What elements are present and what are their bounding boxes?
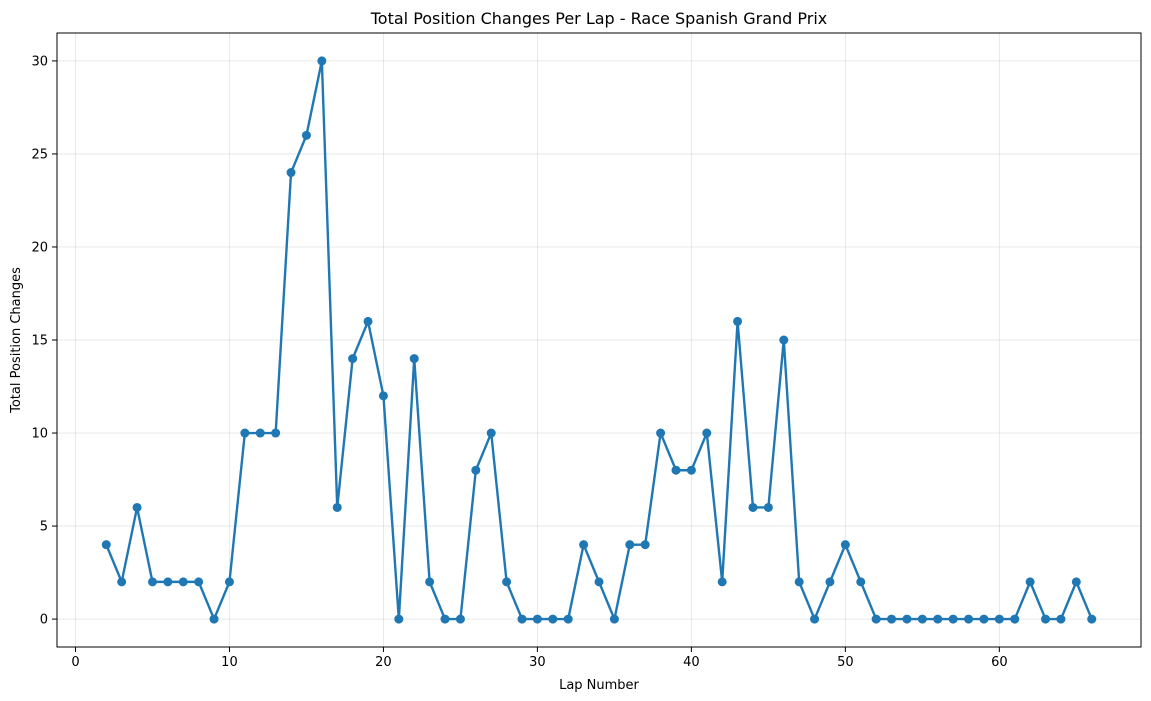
data-point	[933, 614, 943, 624]
data-point	[979, 614, 989, 624]
data-point	[317, 56, 327, 66]
data-point	[825, 577, 835, 587]
data-point	[702, 428, 712, 438]
x-tick-label: 0	[71, 655, 79, 670]
data-point	[917, 614, 927, 624]
x-tick-label: 50	[837, 655, 854, 670]
data-point	[871, 614, 881, 624]
data-point	[240, 428, 250, 438]
data-point	[301, 130, 311, 140]
data-point	[902, 614, 912, 624]
data-point	[625, 540, 635, 550]
data-point	[471, 465, 481, 475]
y-tick-label: 20	[31, 240, 48, 255]
data-point	[948, 614, 958, 624]
data-point	[255, 428, 265, 438]
data-point	[887, 614, 897, 624]
data-point	[409, 354, 419, 364]
x-tick-label: 20	[375, 655, 392, 670]
grid	[57, 33, 1141, 647]
data-point	[1056, 614, 1066, 624]
data-point	[856, 577, 866, 587]
data-point	[964, 614, 974, 624]
data-point	[378, 391, 388, 401]
data-point	[332, 502, 342, 512]
data-point	[640, 540, 650, 550]
x-axis-label: Lap Number	[559, 678, 639, 693]
data-point	[563, 614, 573, 624]
data-point	[194, 577, 204, 587]
y-tick-label: 30	[31, 54, 48, 69]
data-point	[1010, 614, 1020, 624]
data-point	[840, 540, 850, 550]
data-point	[656, 428, 666, 438]
data-point	[532, 614, 542, 624]
data-point	[486, 428, 496, 438]
data-point	[594, 577, 604, 587]
axis-ticks: 0 10 20 30 40 50 60 0 5 10 15 20 25 30	[31, 54, 1007, 670]
data-point	[425, 577, 435, 587]
y-tick-label: 10	[31, 427, 48, 442]
y-tick-label: 15	[31, 334, 48, 349]
y-tick-label: 0	[40, 613, 48, 628]
x-tick-label: 10	[221, 655, 238, 670]
data-point	[117, 577, 127, 587]
data-point	[271, 428, 281, 438]
data-point	[763, 502, 773, 512]
series-group	[101, 56, 1097, 624]
data-point	[548, 614, 558, 624]
data-point	[286, 168, 296, 178]
plot-frame	[56, 32, 1142, 648]
data-point	[810, 614, 820, 624]
data-point	[224, 577, 234, 587]
data-point	[994, 614, 1004, 624]
data-point	[686, 465, 696, 475]
x-tick-label: 40	[683, 655, 700, 670]
data-point	[579, 540, 589, 550]
x-tick-label: 60	[991, 655, 1008, 670]
data-point	[209, 614, 219, 624]
data-point	[748, 502, 758, 512]
data-point	[794, 577, 804, 587]
data-point	[517, 614, 527, 624]
y-axis-label: Total Position Changes	[9, 267, 24, 414]
data-point	[440, 614, 450, 624]
data-point	[101, 540, 111, 550]
data-point	[455, 614, 465, 624]
data-point	[779, 335, 789, 345]
data-point	[1071, 577, 1081, 587]
data-point	[363, 316, 373, 326]
data-point	[733, 316, 743, 326]
data-point	[1087, 614, 1097, 624]
x-tick-label: 30	[529, 655, 546, 670]
y-tick-label: 25	[31, 147, 48, 162]
data-point	[178, 577, 188, 587]
data-point	[717, 577, 727, 587]
data-point	[163, 577, 173, 587]
data-point	[1041, 614, 1051, 624]
data-point	[1025, 577, 1035, 587]
data-point	[502, 577, 512, 587]
y-tick-label: 5	[40, 520, 48, 535]
data-point	[671, 465, 681, 475]
data-point	[394, 614, 404, 624]
chart-title: Total Position Changes Per Lap - Race Sp…	[370, 9, 828, 28]
data-point	[147, 577, 157, 587]
data-point	[348, 354, 358, 364]
data-point	[132, 502, 142, 512]
data-point	[609, 614, 619, 624]
